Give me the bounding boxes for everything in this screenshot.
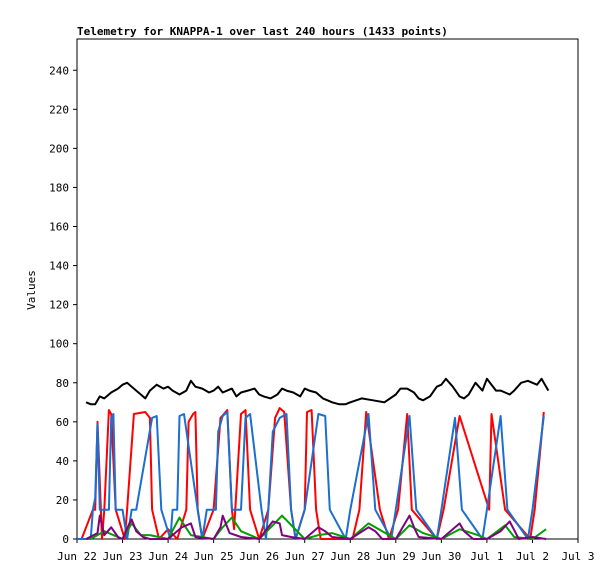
y-tick-label: 180 xyxy=(49,181,69,194)
y-tick-label: 140 xyxy=(49,260,69,273)
x-tick-label: Jun 23 xyxy=(103,550,143,563)
y-tick-label: 0 xyxy=(62,533,69,546)
series-line-1 xyxy=(80,407,545,540)
y-tick-label: 100 xyxy=(49,338,69,351)
x-tick-label: Jun 25 xyxy=(194,550,234,563)
x-tick-label: Jul 1 xyxy=(470,550,503,563)
x-tick-label: Jun 30 xyxy=(421,550,461,563)
y-tick-label: 20 xyxy=(56,494,69,507)
x-tick-label: Jun 29 xyxy=(376,550,416,563)
x-tick-label: Jul 2 xyxy=(516,550,549,563)
y-tick-label: 80 xyxy=(56,377,69,390)
chart-title: Telemetry for KNAPPA-1 over last 240 hou… xyxy=(77,25,448,38)
series-line-3 xyxy=(90,514,547,540)
series-line-2 xyxy=(77,411,545,540)
series-layer xyxy=(77,377,550,540)
x-tick-label: Jul 3 xyxy=(561,550,594,563)
x-tick-label: Jun 26 xyxy=(239,550,279,563)
y-tick-label: 120 xyxy=(49,299,69,312)
x-tick-label: Jun 22 xyxy=(57,550,97,563)
y-tick-label: 60 xyxy=(56,416,69,429)
y-tick-label: 40 xyxy=(56,455,69,468)
y-tick-label: 160 xyxy=(49,221,69,234)
y-axis: 0 20 40 60 80 100 120 140 160 180 200 220 240 xyxy=(49,64,77,546)
y-axis-label: Values xyxy=(25,270,38,310)
series-line-0 xyxy=(85,377,550,406)
x-axis: Jun 22 Jun 23 Jun 24 Jun 25 Jun 26 Jun 27 Jun … xyxy=(57,539,595,563)
x-tick-label: Jun 24 xyxy=(148,550,188,563)
y-tick-label: 200 xyxy=(49,142,69,155)
y-tick-label: 240 xyxy=(49,64,69,77)
series-line-4 xyxy=(85,514,547,540)
x-tick-label: Jun 28 xyxy=(330,550,370,563)
x-tick-label: Jun 27 xyxy=(285,550,325,563)
y-tick-label: 220 xyxy=(49,103,69,116)
